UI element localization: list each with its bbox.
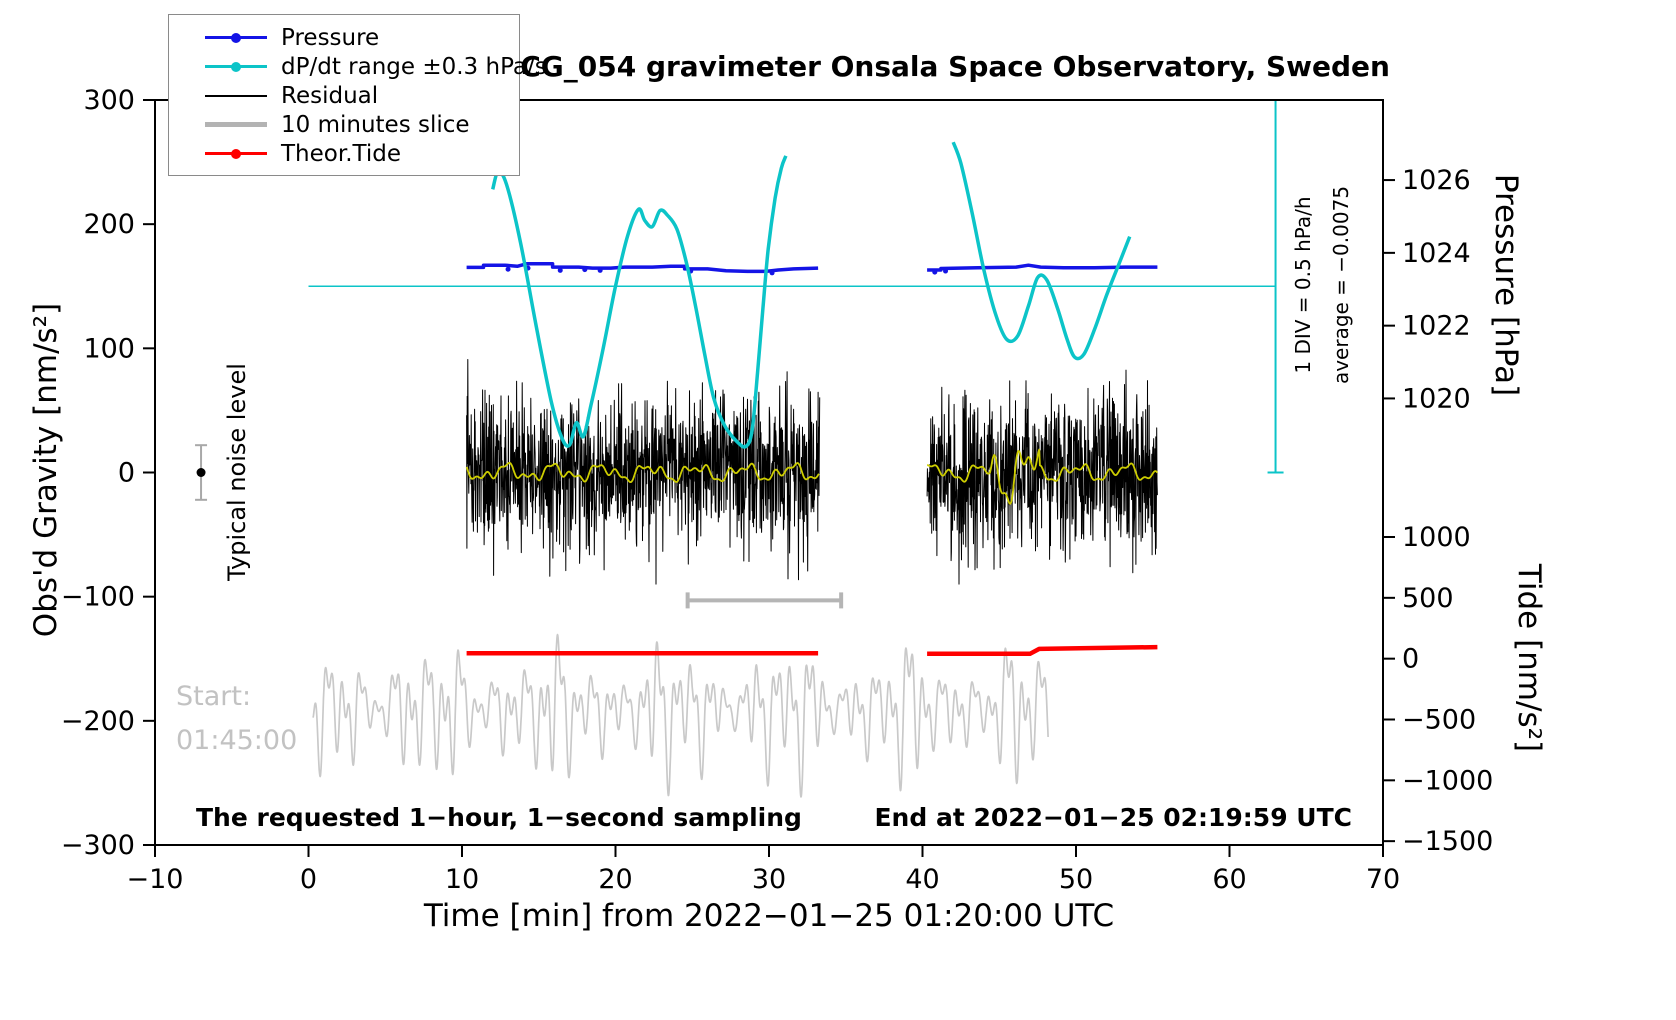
pressure-axis-label: Pressure [hPa] — [1488, 173, 1524, 397]
legend-item-pressure: Pressure — [169, 23, 519, 52]
tide-line-marker — [205, 148, 267, 159]
x-tick-label: 20 — [598, 864, 632, 895]
pressure-line-marker — [205, 32, 267, 43]
gravity-axis-label: Obs'd Gravity [nm/s²] — [28, 302, 64, 638]
gravity-tick-label: 300 — [83, 85, 135, 116]
start-time-label: 01:45:00 — [176, 725, 298, 756]
legend-label-slice: 10 minutes slice — [281, 111, 470, 138]
pressure-dot — [525, 265, 531, 271]
pressure-tick-label: 1024 — [1402, 238, 1471, 269]
pressure-dot — [943, 268, 949, 274]
pressure-dot — [688, 268, 694, 274]
residual-filtered-trace — [465, 448, 1159, 505]
dpdt_range-trace — [951, 141, 1132, 361]
end-time-note: End at 2022−01−25 02:19:59 UTC — [874, 803, 1352, 832]
pressure-dot — [505, 266, 511, 272]
sampling-note: The requested 1−hour, 1−second sampling — [196, 803, 802, 832]
dpdt-line-marker — [205, 61, 267, 72]
x-tick-label: 60 — [1212, 864, 1246, 895]
legend-label-pressure: Pressure — [281, 24, 380, 51]
x-tick-label: −10 — [127, 864, 184, 895]
pressure-tick-label: 1020 — [1402, 383, 1471, 414]
x-tick-label: 50 — [1059, 864, 1093, 895]
residual-trace — [466, 359, 1158, 585]
legend-item-dpdt: dP/dt range ±0.3 hPa/s — [169, 52, 547, 81]
pressure-dot — [597, 267, 603, 273]
tide-tick-label: −1000 — [1402, 765, 1493, 796]
average-note: average = −0.0075 — [1329, 185, 1353, 385]
tide-tick-label: 500 — [1402, 583, 1454, 614]
pressure-dot — [932, 269, 938, 275]
pressure-trace — [466, 262, 819, 274]
legend-item-tide: Theor.Tide — [169, 139, 519, 168]
legend-item-slice: 10 minutes slice — [169, 110, 519, 139]
pressure-dot — [582, 267, 588, 273]
div-scale-note: 1 DIV = 0.5 hPa/h — [1291, 196, 1315, 374]
theor_tide-trace — [927, 644, 1158, 657]
residual-line-marker — [205, 94, 267, 97]
dpdt_range-trace — [491, 155, 788, 449]
gravity-tick-label: −300 — [61, 830, 135, 861]
pressure-trace — [927, 263, 1158, 272]
noise-level-dot — [196, 468, 206, 477]
slice-line-marker — [205, 122, 267, 127]
x-tick-label: 40 — [905, 864, 939, 895]
pressure-dot — [557, 267, 563, 273]
gravity-tick-label: 100 — [83, 333, 135, 364]
start-label: Start: — [176, 681, 252, 712]
legend: Pressure dP/dt range ±0.3 hPa/s Residual… — [168, 14, 547, 176]
plot-frame — [154, 99, 1384, 846]
x-tick-label: 70 — [1366, 864, 1400, 895]
tide-tick-label: 0 — [1402, 644, 1419, 675]
legend-label-dpdt: dP/dt range ±0.3 hPa/s — [281, 53, 547, 80]
typical-noise-level-label: Typical noise level — [223, 363, 251, 581]
chart-title: SCG_054 gravimeter Onsala Space Observat… — [500, 50, 1390, 83]
tide-tick-label: −500 — [1402, 704, 1476, 735]
legend-label-residual: Residual — [281, 82, 379, 109]
tide-tick-label: 1000 — [1402, 522, 1471, 553]
pressure-tick-label: 1026 — [1402, 165, 1471, 196]
gravity-tick-label: 200 — [83, 209, 135, 240]
legend-label-tide: Theor.Tide — [281, 140, 401, 167]
pressure-tick-label: 1022 — [1402, 311, 1471, 342]
ten-minutes-slice-trace — [312, 633, 1049, 798]
x-axis-label: Time [min] from 2022−01−25 01:20:00 UTC — [423, 898, 1115, 934]
tide-axis-label: Tide [nm/s²] — [1511, 563, 1547, 753]
gravity-tick-label: −100 — [61, 582, 135, 613]
x-tick-label: 0 — [300, 864, 317, 895]
gravity-tick-label: 0 — [118, 458, 135, 489]
x-tick-label: 30 — [752, 864, 786, 895]
tide-tick-label: −1500 — [1402, 826, 1493, 857]
x-tick-label: 10 — [445, 864, 479, 895]
pressure-dot — [769, 270, 775, 276]
legend-item-residual: Residual — [169, 81, 519, 110]
gravity-tick-label: −200 — [61, 706, 135, 737]
